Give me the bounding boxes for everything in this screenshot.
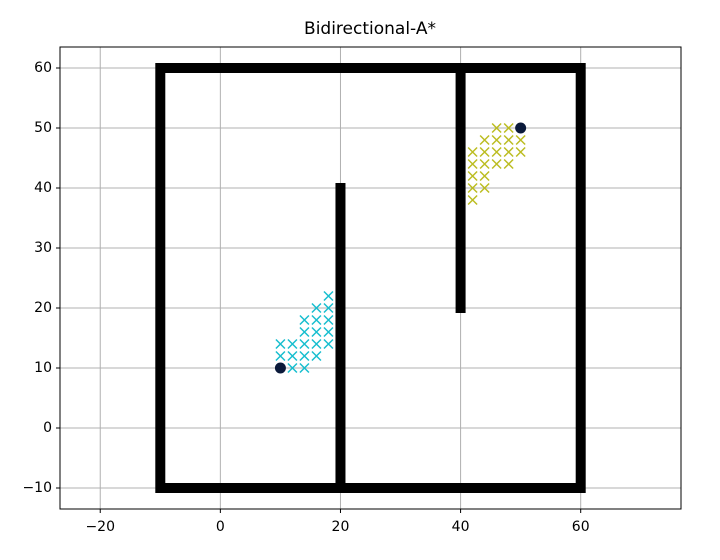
explored-node bbox=[299, 350, 310, 362]
explored-node bbox=[479, 182, 490, 194]
endpoint bbox=[515, 122, 527, 134]
explored-node bbox=[287, 362, 298, 374]
y-tick-label: 10 bbox=[34, 360, 52, 376]
x-tick-label: 60 bbox=[572, 519, 590, 535]
y-tick-label: 60 bbox=[34, 60, 52, 76]
explored-node bbox=[275, 350, 286, 362]
explored-node bbox=[467, 182, 478, 194]
endpoint bbox=[274, 362, 286, 374]
explored-node bbox=[515, 134, 526, 146]
explored-node bbox=[491, 122, 502, 134]
x-tick-label: 20 bbox=[332, 519, 350, 535]
explored-node bbox=[287, 338, 298, 350]
explored-node bbox=[299, 314, 310, 326]
explored-node bbox=[479, 146, 490, 158]
x-tick-label: −20 bbox=[85, 519, 115, 535]
explored-node bbox=[299, 362, 310, 374]
explored-node bbox=[479, 134, 490, 146]
explored-node bbox=[467, 146, 478, 158]
y-tick-label: 0 bbox=[43, 420, 52, 436]
explored-node bbox=[515, 146, 526, 158]
explored-node bbox=[275, 338, 286, 350]
explored-node bbox=[287, 350, 298, 362]
explored-node bbox=[299, 326, 310, 338]
explored-node bbox=[311, 302, 322, 314]
explored-node bbox=[467, 158, 478, 170]
y-tick-label: 50 bbox=[34, 120, 52, 136]
explored-node bbox=[503, 146, 514, 158]
explored-node bbox=[323, 326, 334, 338]
explored-node bbox=[503, 134, 514, 146]
explored-node bbox=[503, 122, 514, 134]
y-tick-label: 20 bbox=[34, 300, 52, 316]
x-tick-label: 40 bbox=[452, 519, 470, 535]
plot-frame bbox=[59, 46, 682, 510]
explored-node bbox=[299, 338, 310, 350]
explored-node bbox=[491, 146, 502, 158]
explored-node bbox=[491, 134, 502, 146]
explored-node bbox=[467, 194, 478, 206]
chart-title: Bidirectional-A* bbox=[304, 19, 436, 39]
explored-node bbox=[311, 314, 322, 326]
explored-node bbox=[323, 302, 334, 314]
explored-node bbox=[479, 170, 490, 182]
explored-node bbox=[323, 338, 334, 350]
explored-node bbox=[323, 290, 334, 302]
y-tick-label: −10 bbox=[22, 480, 52, 496]
explored-node bbox=[323, 314, 334, 326]
explored-node bbox=[311, 326, 322, 338]
explored-node bbox=[311, 338, 322, 350]
wall bbox=[155, 63, 586, 493]
y-tick-label: 30 bbox=[34, 240, 52, 256]
explored-node bbox=[503, 158, 514, 170]
x-tick-label: 0 bbox=[216, 519, 225, 535]
explored-node bbox=[467, 170, 478, 182]
explored-node bbox=[491, 158, 502, 170]
explored-node bbox=[311, 350, 322, 362]
y-tick-label: 40 bbox=[34, 180, 52, 196]
explored-node bbox=[479, 158, 490, 170]
